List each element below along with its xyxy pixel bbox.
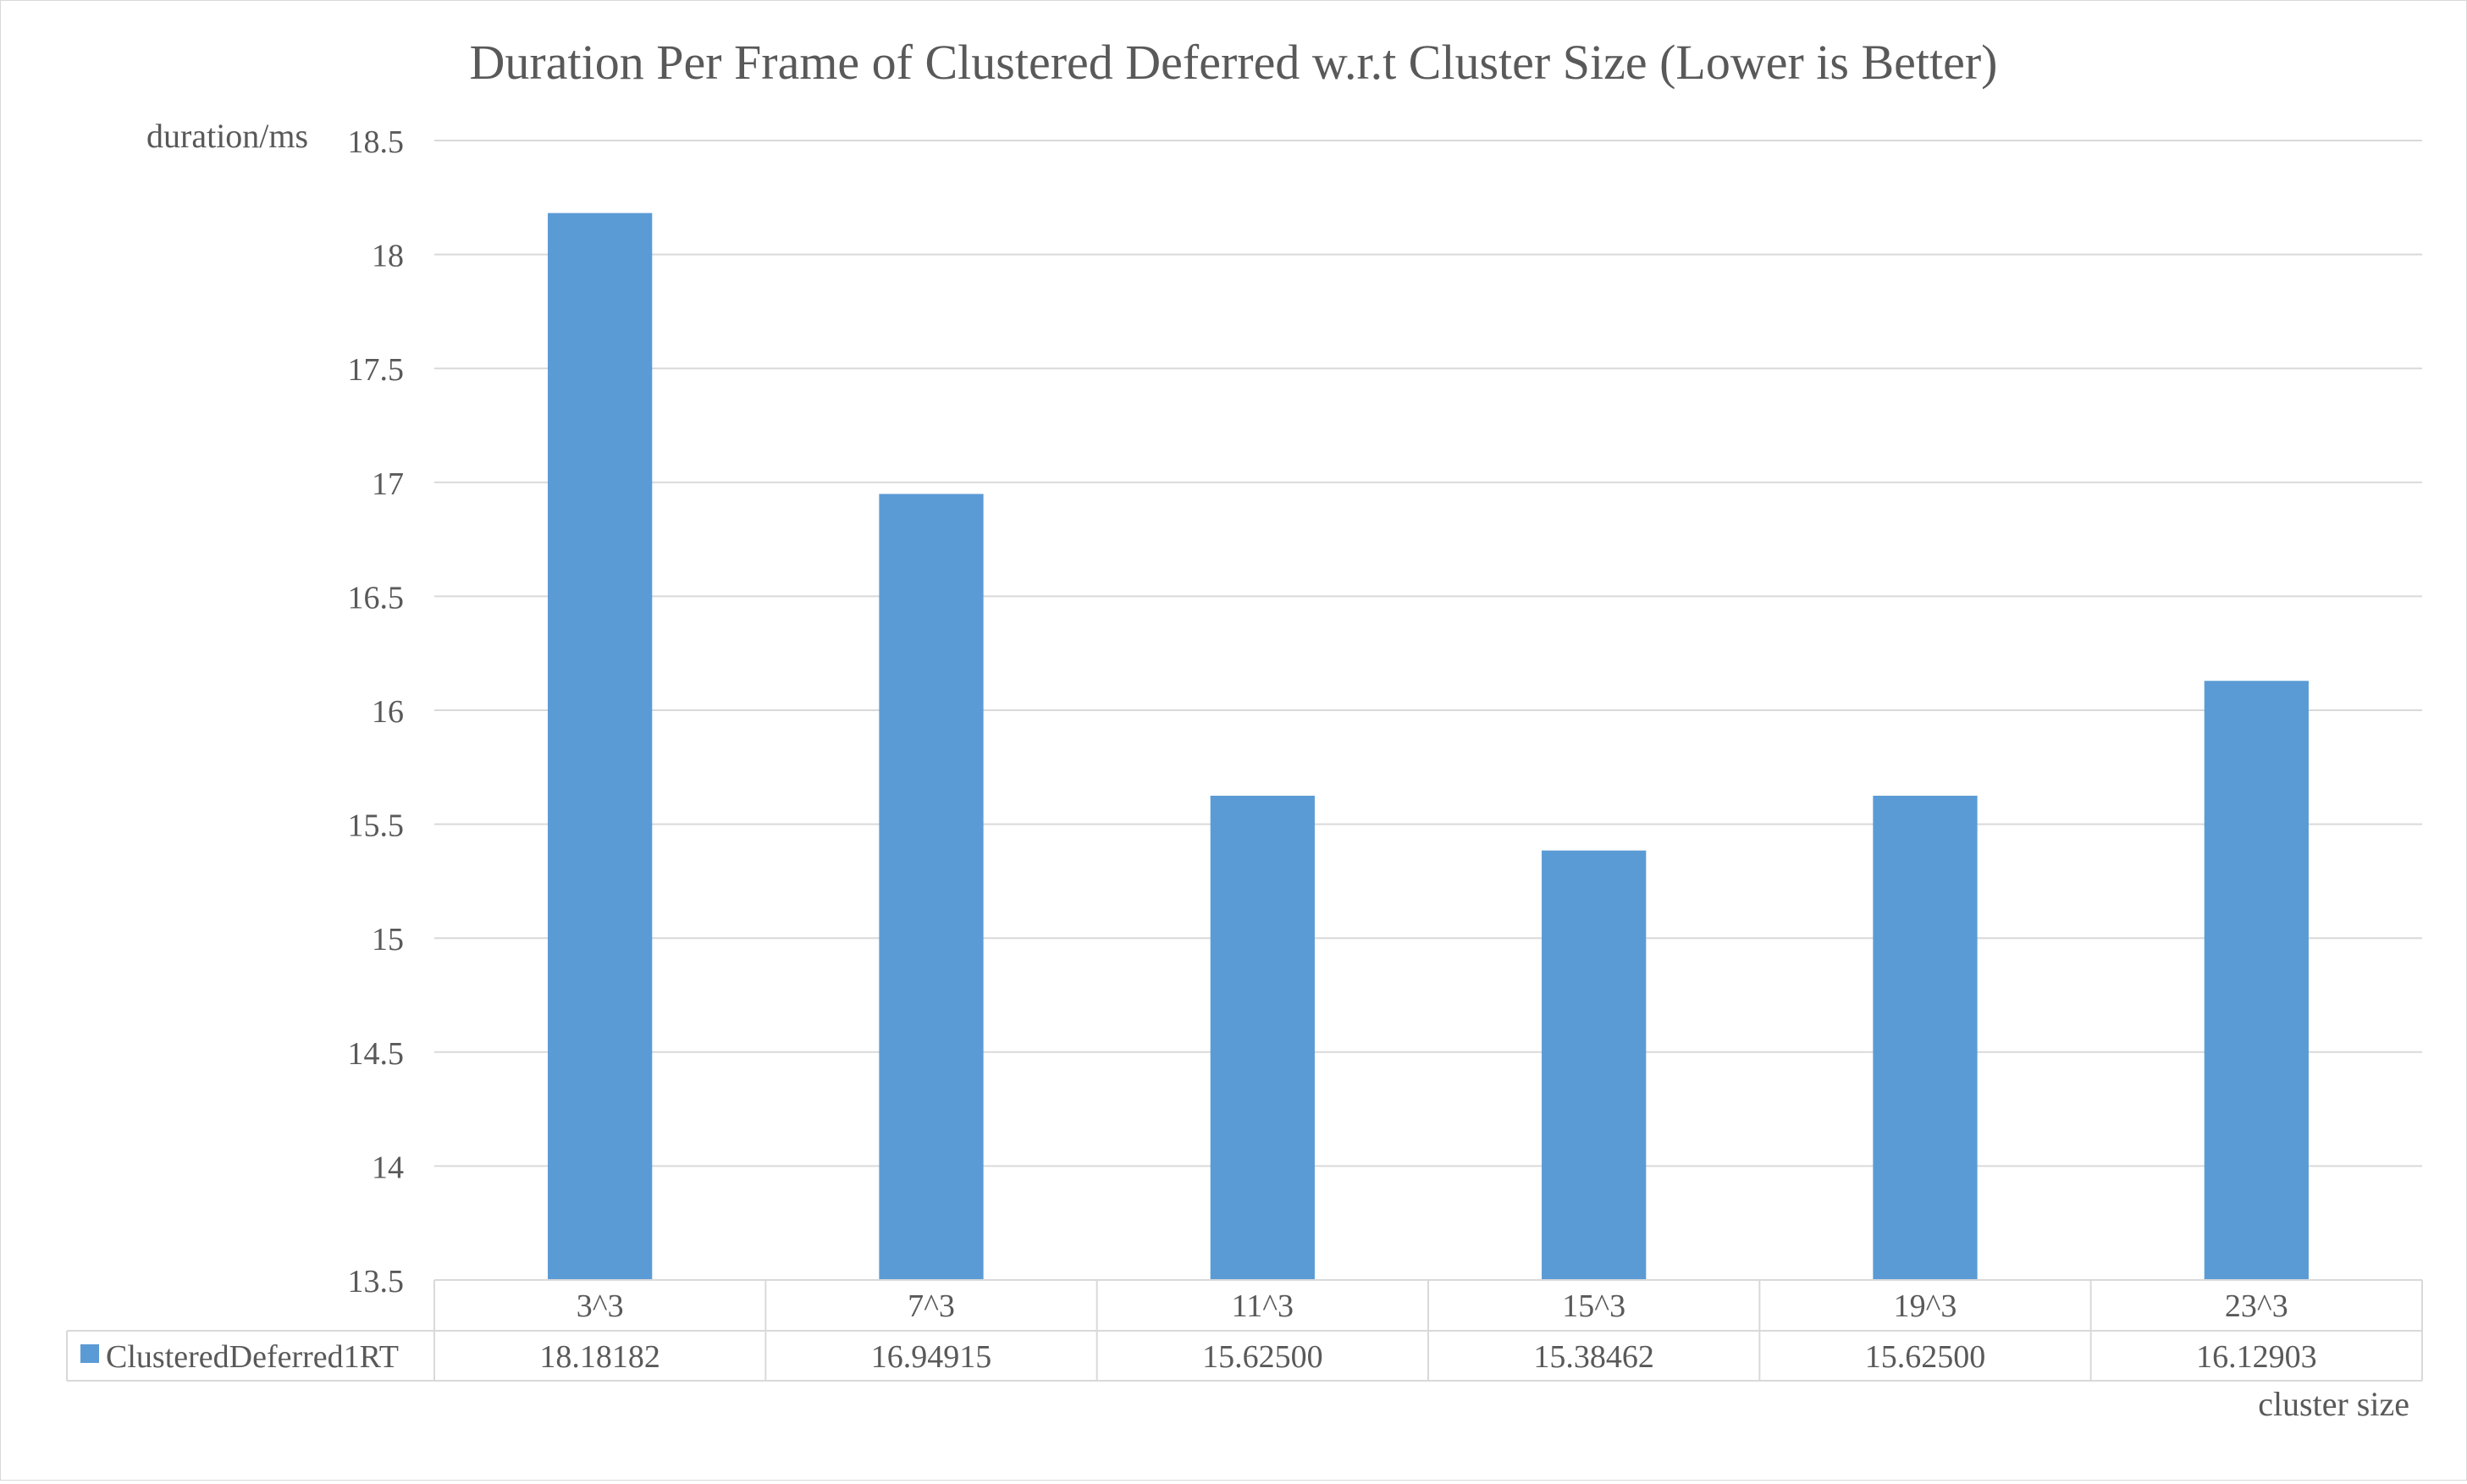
data-table: 3^3 7^3 11^3 15^3 19^3 23^3 ClusteredDeferred1…: [66, 1279, 2423, 1382]
data-label: 15.62500: [1202, 1339, 1323, 1375]
data-label: 15.62500: [1865, 1339, 1986, 1375]
y-tick-label: 18: [372, 239, 404, 274]
y-tick-label: 17.5: [348, 352, 405, 388]
x-axis-label: cluster size: [2258, 1385, 2409, 1423]
y-tick-label: 14.5: [348, 1036, 405, 1072]
bar: [548, 212, 653, 1280]
data-label: 15.38462: [1533, 1339, 1654, 1375]
x-tick-label: 15^3: [1562, 1288, 1625, 1324]
chart-title: Duration Per Frame of Clustered Deferred…: [470, 35, 1998, 90]
bar: [1542, 850, 1647, 1280]
x-tick-label: 7^3: [908, 1288, 955, 1324]
x-tick-label: 23^3: [2225, 1288, 2288, 1324]
x-tick-label: 19^3: [1894, 1288, 1957, 1324]
y-tick-label: 18.5: [348, 124, 405, 160]
legend-swatch: [80, 1344, 99, 1363]
y-tick-label: 14: [372, 1150, 404, 1185]
bar: [1873, 795, 1978, 1280]
legend-label: ClusteredDeferred1RT: [106, 1339, 399, 1375]
data-label: 16.94915: [871, 1339, 992, 1375]
y-tick-label: 17: [372, 466, 404, 502]
bar: [2204, 681, 2309, 1280]
y-tick-label: 15.5: [348, 808, 405, 844]
data-label: 16.12903: [2196, 1339, 2317, 1375]
y-tick-label: 13.5: [348, 1264, 405, 1299]
bar: [1210, 795, 1315, 1280]
x-tick-label: 11^3: [1232, 1288, 1294, 1324]
y-tick-labels: 13.5 14 14.5 15 15.5 16 16.5 17 17.5 18 18.5: [348, 124, 405, 1299]
x-tick-label: 3^3: [577, 1288, 624, 1324]
y-tick-label: 16: [372, 694, 404, 730]
bar: [879, 494, 984, 1280]
y-tick-label: 16.5: [348, 580, 405, 615]
y-tick-label: 15: [372, 922, 404, 957]
gridlines: [434, 140, 2422, 1281]
y-axis-label: duration/ms: [146, 117, 308, 155]
data-label: 18.18182: [539, 1339, 660, 1375]
bars: [548, 212, 2309, 1280]
